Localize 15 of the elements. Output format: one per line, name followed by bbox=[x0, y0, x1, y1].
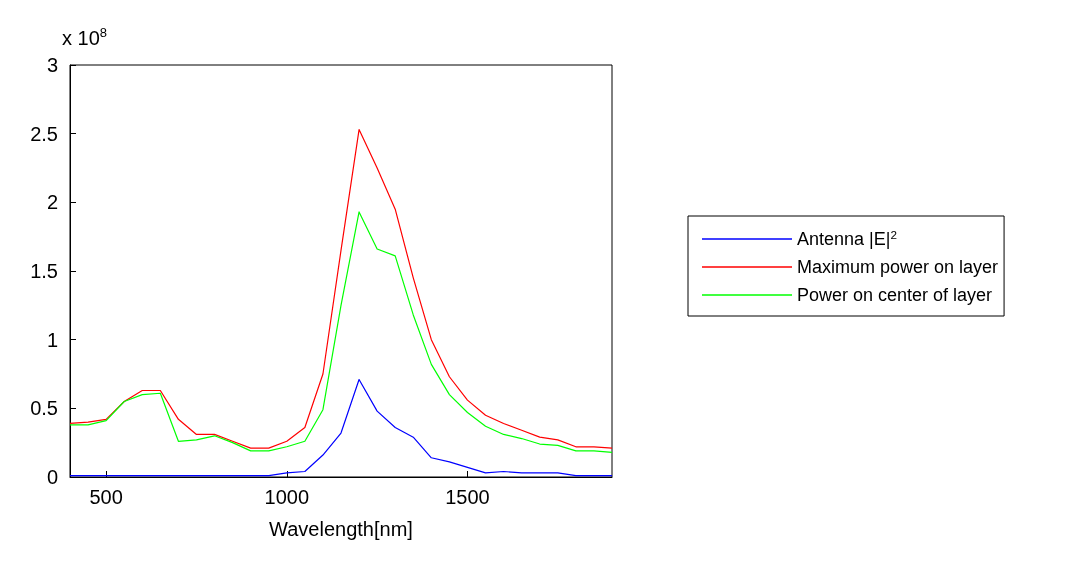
y-tick-label: 0 bbox=[46, 466, 58, 488]
y-tick-label: 2 bbox=[46, 191, 58, 214]
y-tick-label: 2.5 bbox=[30, 122, 58, 145]
x-axis-title: Wavelength[nm] bbox=[269, 518, 413, 540]
y-tick-label: 3 bbox=[46, 54, 58, 76]
x-tick-label: 1000 bbox=[264, 486, 310, 508]
line-series bbox=[69, 211, 613, 453]
y-tick-label: 1.5 bbox=[30, 260, 58, 282]
legend-label: Power on center of layer bbox=[797, 285, 993, 305]
y-tick-label: 1 bbox=[46, 328, 58, 351]
x-tick-label: 500 bbox=[89, 486, 123, 508]
legend-label: Maximum power on layer bbox=[797, 257, 999, 277]
line-series bbox=[69, 128, 613, 449]
x-tick-label: 1500 bbox=[445, 486, 490, 508]
y-tick-label: 0.5 bbox=[30, 397, 58, 420]
